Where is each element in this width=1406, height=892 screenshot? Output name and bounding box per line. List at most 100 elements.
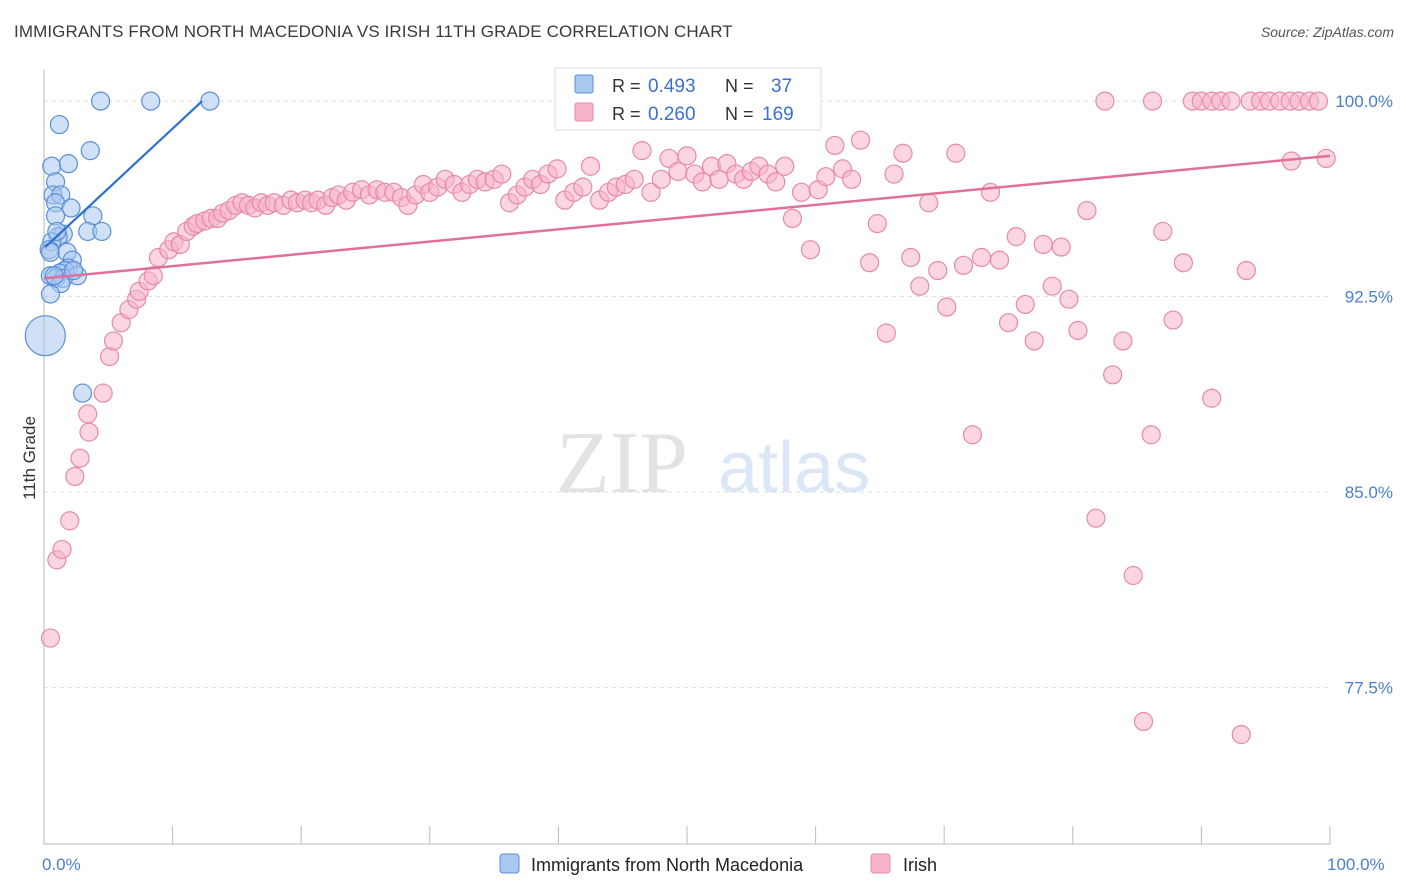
- legend-irish-label: Irish: [903, 855, 937, 875]
- irish-point: [1141, 425, 1161, 445]
- irish-point: [1308, 91, 1329, 111]
- legend-r-label-1: R =: [612, 76, 641, 96]
- legend-irish-swatch: [870, 853, 891, 874]
- irish-point: [791, 182, 812, 202]
- irish-point: [782, 208, 803, 228]
- irish-point: [632, 141, 652, 161]
- irish-point: [1024, 331, 1044, 351]
- macedonia-point: [141, 91, 161, 111]
- legend-n-value-2: 169: [762, 104, 794, 125]
- irish-point: [800, 240, 821, 260]
- gridlines: [44, 100, 1330, 689]
- y-tick-label: 100.0%: [1335, 92, 1393, 111]
- irish-point: [1068, 320, 1088, 341]
- macedonia-point: [80, 141, 100, 161]
- stats-legend-box: [554, 67, 822, 131]
- macedonia-point: [58, 154, 79, 174]
- y-tick-label: 85.0%: [1345, 483, 1393, 502]
- irish-point: [946, 143, 966, 163]
- irish-point: [1113, 331, 1133, 351]
- y-tick-labels: 77.5% 85.0% 92.5% 100.0%: [1335, 92, 1393, 698]
- irish-point: [1051, 237, 1071, 257]
- irish-point: [1103, 365, 1123, 385]
- legend-r-value-1: 0.493: [648, 76, 696, 97]
- irish-point: [1123, 565, 1143, 586]
- legend-r-value-2: 0.260: [648, 104, 696, 125]
- irish-point: [901, 247, 921, 268]
- irish-point: [867, 214, 887, 234]
- y-axis-title: 11th Grade: [20, 416, 39, 500]
- legend-n-value-1: 37: [771, 76, 792, 97]
- irish-point: [1095, 91, 1115, 111]
- irish-point: [937, 297, 957, 317]
- irish-point: [775, 156, 795, 176]
- macedonia-point: [40, 242, 61, 262]
- macedonia-point: [200, 91, 220, 111]
- irish-point: [1042, 276, 1062, 296]
- stats-legend: R = 0.493 N = 37 R = 0.260 N = 169: [554, 67, 822, 131]
- trend-lines: [43, 100, 1331, 280]
- irish-point: [962, 425, 983, 445]
- irish-point: [766, 172, 786, 192]
- y-tick-label: 77.5%: [1345, 679, 1393, 698]
- x-ticks: [43, 826, 1331, 844]
- legend-n-label-2: N =: [725, 104, 754, 124]
- source-label: Source: ZipAtlas.com: [1260, 24, 1394, 40]
- chart-title: IMMIGRANTS FROM NORTH MACEDONIA VS IRISH…: [14, 22, 733, 41]
- irish-point: [1033, 234, 1053, 255]
- irish-point: [1015, 294, 1035, 315]
- macedonia-points: [24, 91, 220, 403]
- irish-point: [971, 247, 992, 268]
- irish-point: [692, 172, 713, 192]
- irish-point: [624, 169, 644, 189]
- irish-point: [825, 135, 845, 156]
- irish-point: [1077, 200, 1097, 221]
- macedonia-point: [61, 198, 81, 218]
- irish-point: [580, 156, 601, 176]
- irish-point: [103, 331, 124, 351]
- irish-point: [651, 169, 671, 189]
- legend-n-label-1: N =: [725, 76, 754, 96]
- irish-point: [998, 313, 1019, 333]
- watermark-atlas: atlas: [718, 428, 870, 508]
- irish-point: [78, 404, 98, 424]
- irish-point: [1236, 260, 1257, 281]
- macedonia-point: [42, 156, 62, 176]
- irish-point: [860, 253, 880, 273]
- irish-point: [851, 130, 871, 150]
- irish-point: [816, 167, 836, 187]
- legend-r-label-2: R =: [612, 104, 641, 124]
- irish-point: [1202, 388, 1222, 408]
- irish-point: [70, 448, 90, 468]
- irish-point: [677, 146, 697, 166]
- macedonia-point: [90, 91, 111, 111]
- series-legend: Immigrants from North Macedonia Irish: [499, 853, 937, 875]
- irish-point: [910, 276, 930, 296]
- irish-point: [668, 161, 688, 182]
- irish-point: [40, 628, 61, 648]
- macedonia-point: [47, 221, 67, 242]
- irish-point: [1142, 91, 1163, 111]
- macedonia-point: [92, 221, 112, 242]
- legend-pink-swatch: [574, 102, 594, 122]
- y-tick-label: 92.5%: [1345, 288, 1393, 307]
- macedonia-trend-line: [44, 100, 203, 248]
- legend-macedonia-label: Immigrants from North Macedonia: [531, 855, 804, 875]
- irish-point: [52, 539, 72, 560]
- irish-point: [1086, 508, 1106, 528]
- irish-point: [65, 466, 85, 487]
- macedonia-point: [49, 114, 70, 135]
- irish-point: [1221, 91, 1241, 111]
- irish-point: [928, 260, 948, 281]
- irish-point: [1133, 711, 1154, 732]
- irish-point: [1173, 253, 1193, 273]
- macedonia-point: [72, 383, 93, 403]
- irish-point: [893, 143, 913, 163]
- irish-trend-line: [43, 154, 1331, 280]
- legend-macedonia-swatch: [499, 853, 520, 874]
- irish-point: [492, 164, 512, 184]
- macedonia-point: [24, 315, 66, 357]
- irish-points: [40, 91, 1336, 745]
- irish-point: [1006, 227, 1026, 247]
